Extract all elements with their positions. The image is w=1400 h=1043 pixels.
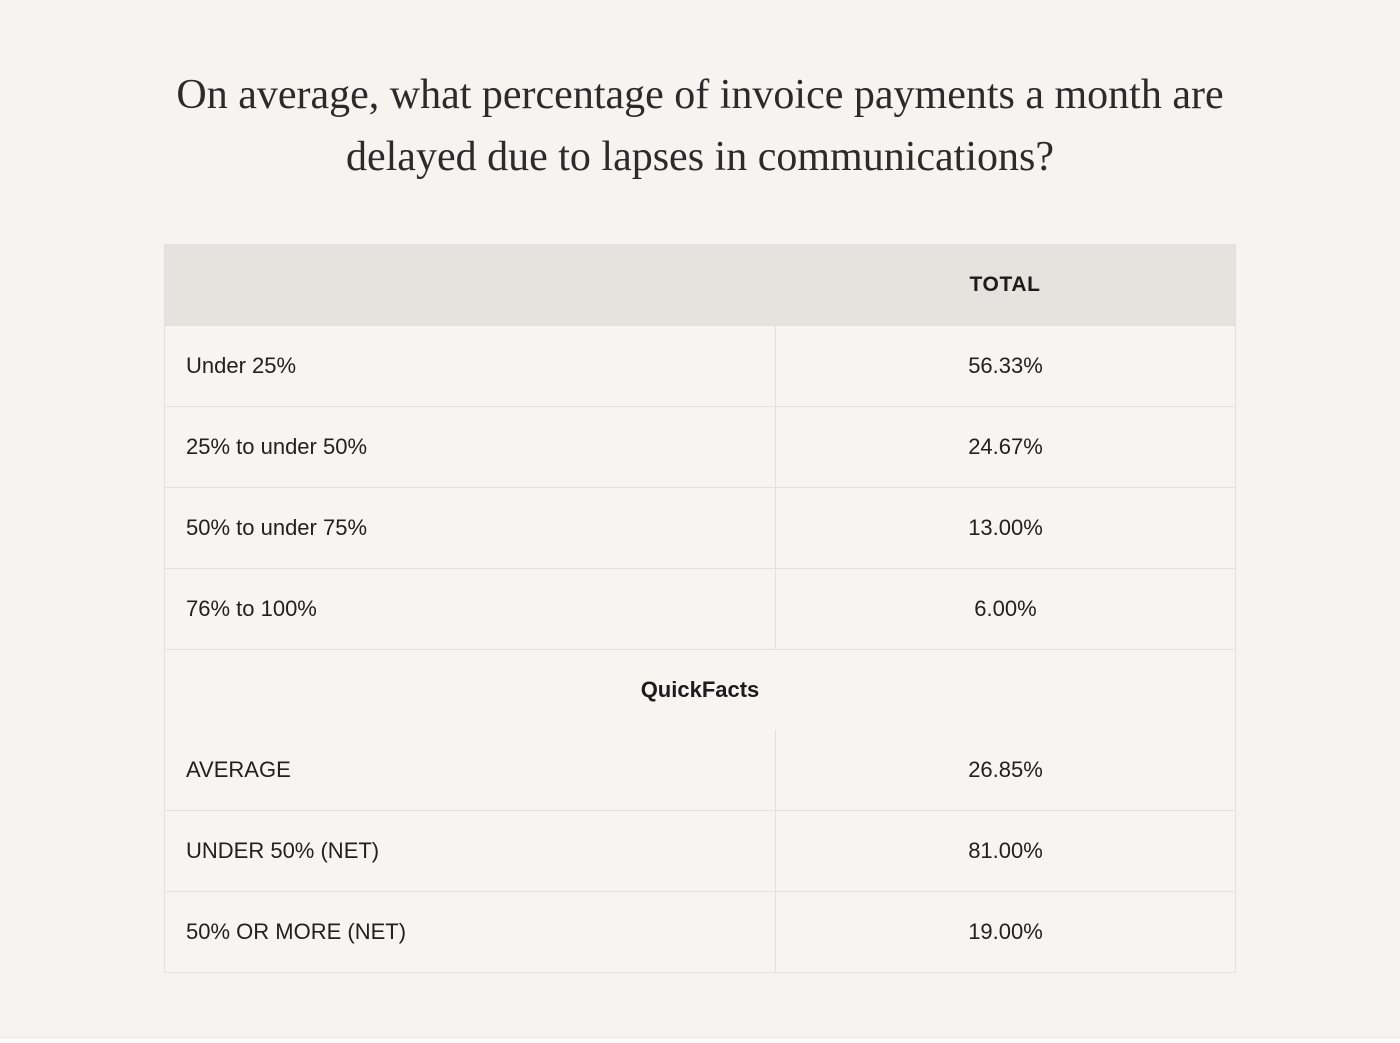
results-table: TOTAL Under 25% 56.33% 25% to under 50% … bbox=[164, 244, 1236, 973]
row-value: 19.00% bbox=[775, 892, 1235, 972]
table-row: 50% to under 75% 13.00% bbox=[165, 487, 1235, 568]
table-header-row: TOTAL bbox=[165, 245, 1235, 325]
row-value: 56.33% bbox=[775, 326, 1235, 406]
table-row: 50% OR MORE (NET) 19.00% bbox=[165, 891, 1235, 972]
section-header-row: QuickFacts bbox=[165, 649, 1235, 730]
row-label: 50% OR MORE (NET) bbox=[186, 919, 407, 944]
row-value: 6.00% bbox=[775, 569, 1235, 649]
row-label: Under 25% bbox=[186, 353, 297, 378]
row-label: 25% to under 50% bbox=[186, 434, 368, 459]
page-title-line-1: On average, what percentage of invoice p… bbox=[176, 72, 1224, 118]
table-row: Under 25% 56.33% bbox=[165, 325, 1235, 406]
table-row: UNDER 50% (NET) 81.00% bbox=[165, 810, 1235, 891]
column-header-total: TOTAL bbox=[969, 273, 1041, 296]
row-value: 81.00% bbox=[775, 811, 1235, 891]
bottom-edge-strip bbox=[0, 1037, 1400, 1043]
section-title: QuickFacts bbox=[640, 677, 760, 702]
header-empty-cell bbox=[165, 245, 775, 325]
page-title-line-2: delayed due to lapses in communications? bbox=[346, 134, 1054, 180]
row-label: AVERAGE bbox=[186, 757, 291, 782]
row-value: 24.67% bbox=[775, 407, 1235, 487]
page-title: On average, what percentage of invoice p… bbox=[50, 0, 1350, 188]
row-value: 13.00% bbox=[775, 488, 1235, 568]
row-value: 26.85% bbox=[775, 730, 1235, 810]
row-label: 50% to under 75% bbox=[186, 515, 368, 540]
table-row: 25% to under 50% 24.67% bbox=[165, 406, 1235, 487]
table-row: 76% to 100% 6.00% bbox=[165, 568, 1235, 649]
row-label: UNDER 50% (NET) bbox=[186, 838, 380, 863]
table-row: AVERAGE 26.85% bbox=[165, 730, 1235, 810]
row-label: 76% to 100% bbox=[186, 596, 317, 621]
